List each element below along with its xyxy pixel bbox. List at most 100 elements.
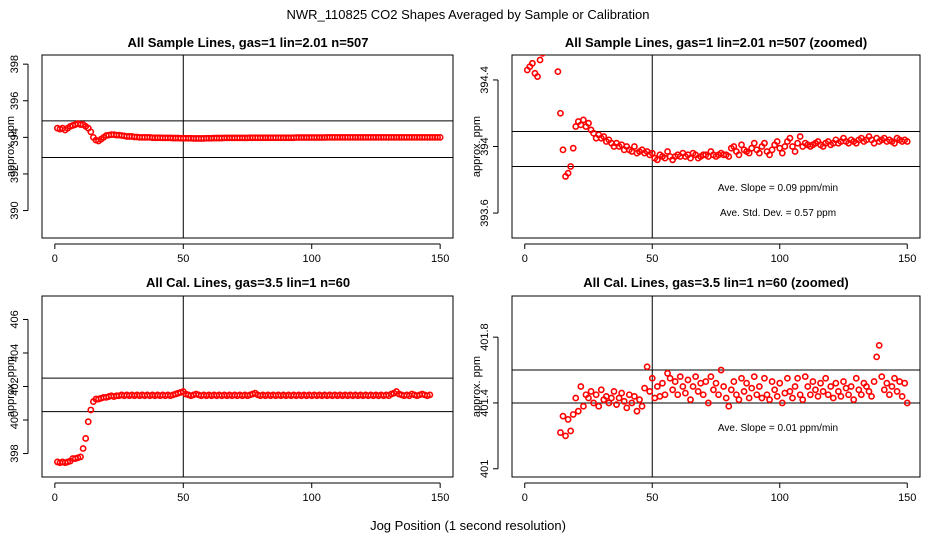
data-point: [827, 383, 835, 390]
data-point: [687, 396, 694, 404]
data-point: [587, 388, 595, 395]
data-point: [87, 406, 95, 414]
y-tick-label: 394.4: [479, 66, 491, 94]
y-axis-label: approx. ppm: [471, 116, 483, 177]
data-point: [689, 383, 697, 390]
data-point: [539, 55, 546, 57]
x-tick-label: 100: [771, 492, 789, 504]
data-point: [77, 453, 84, 461]
data-point: [725, 153, 733, 160]
data-point: [863, 383, 870, 390]
data-point: [559, 412, 567, 420]
data-point: [87, 128, 95, 136]
data-point: [745, 149, 753, 157]
data-point: [857, 391, 865, 399]
data-point: [436, 133, 444, 141]
data-point: [648, 374, 656, 382]
data-point: [631, 143, 638, 150]
data-point: [564, 169, 572, 177]
data-point: [682, 389, 689, 397]
data-point: [832, 379, 840, 387]
data-point: [771, 386, 779, 394]
y-tick-label: 400: [9, 411, 21, 429]
data-point: [794, 139, 801, 147]
plot-frame: [41, 54, 454, 239]
plot-frame: [511, 54, 921, 239]
data-point: [888, 383, 896, 390]
data-point: [545, 41, 550, 46]
x-tick-label: 0: [522, 492, 528, 504]
data-point: [768, 378, 776, 385]
figure-xlabel: Jog Position (1 second resolution): [370, 518, 566, 533]
data-point: [679, 383, 687, 390]
chart-panel-1: All Sample Lines, gas=1 lin=2.01 n=507 0 5…: [5, 35, 454, 265]
data-point: [786, 388, 794, 395]
data-points: [54, 388, 434, 467]
data-point: [824, 391, 832, 399]
data-point: [903, 399, 911, 407]
y-tick-label: 396: [9, 92, 21, 110]
y-tick-label: 402: [9, 377, 21, 395]
data-point: [699, 391, 707, 399]
stat-annotation: Ave. Slope = 0.09 ppm/min: [718, 183, 838, 194]
data-point: [748, 384, 756, 392]
data-points: [557, 341, 911, 440]
x-tick-label: 150: [431, 253, 449, 265]
data-point: [761, 374, 768, 382]
data-point: [852, 374, 860, 382]
data-point: [883, 379, 891, 387]
data-point: [676, 373, 684, 381]
x-tick-label: 0: [522, 253, 528, 265]
data-point: [778, 149, 786, 157]
data-point: [664, 148, 671, 155]
data-point: [865, 388, 873, 395]
data-point: [855, 386, 863, 394]
data-point: [600, 133, 608, 140]
data-point: [901, 379, 909, 387]
data-point: [768, 146, 776, 154]
data-point: [715, 391, 722, 399]
y-axis-label: approx. ppm: [5, 356, 17, 417]
data-point: [702, 378, 710, 385]
y-tick-label: 406: [9, 310, 21, 328]
figure-title: NWR_110825 CO2 Shapes Averaged by Sample…: [286, 7, 649, 22]
data-point: [822, 374, 830, 382]
data-point: [666, 374, 674, 382]
data-point: [743, 379, 750, 387]
data-point: [850, 396, 858, 404]
data-point: [886, 391, 893, 399]
data-point: [543, 44, 548, 49]
data-point: [567, 163, 575, 170]
data-point: [636, 396, 643, 404]
data-point: [812, 386, 819, 394]
data-point: [804, 383, 812, 390]
data-point: [674, 391, 682, 399]
chart-panel-3: All Cal. Lines, gas=3.5 lin=1 n=60 0 50 100…: [5, 275, 454, 504]
data-point: [761, 139, 768, 147]
data-point: [735, 396, 743, 404]
data-point: [733, 391, 740, 399]
data-point: [534, 73, 541, 81]
x-tick-label: 100: [303, 492, 321, 504]
x-tick-label: 150: [898, 253, 916, 265]
data-point: [735, 151, 743, 159]
data-point: [817, 379, 824, 387]
data-point: [597, 386, 605, 394]
y-tick-label: 398: [9, 55, 21, 73]
y-tick-label: 390: [9, 201, 21, 219]
data-points: [54, 120, 444, 145]
data-point: [870, 378, 878, 385]
x-tick-label: 150: [898, 492, 916, 504]
y-tick-label: 398: [9, 444, 21, 462]
data-point: [712, 379, 720, 387]
data-point: [837, 392, 845, 400]
data-point: [722, 394, 730, 402]
data-point: [648, 149, 656, 157]
data-point: [592, 391, 600, 399]
data-point: [548, 36, 553, 41]
data-point: [791, 148, 799, 155]
data-point: [840, 378, 847, 385]
data-point: [753, 391, 761, 399]
data-point: [878, 373, 886, 381]
